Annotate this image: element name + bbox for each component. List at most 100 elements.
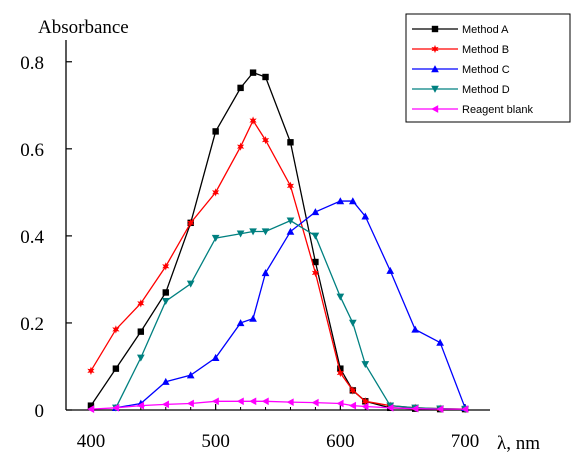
- data-point: [136, 354, 145, 362]
- data-point: [436, 405, 444, 413]
- data-point: [212, 128, 219, 135]
- legend: Method A Method B Method C Method D Reagent …: [405, 13, 571, 123]
- data-point: [162, 262, 170, 271]
- data-point: [237, 84, 244, 92]
- data-point: [212, 188, 220, 197]
- y-tick-label: 0.6: [20, 140, 44, 161]
- x-tick-label: 700: [451, 431, 480, 452]
- data-point: [348, 319, 357, 327]
- legend-label: Reagent blank: [462, 104, 533, 116]
- data-point: [249, 314, 257, 322]
- data-point: [361, 402, 369, 411]
- legend-marker: [431, 44, 439, 54]
- data-point: [286, 217, 295, 225]
- data-point: [286, 398, 294, 407]
- x-axis-label: λ, nm: [497, 433, 540, 452]
- data-point: [236, 397, 244, 406]
- data-point: [436, 338, 444, 346]
- legend-marker: [431, 65, 439, 73]
- data-point: [112, 365, 120, 372]
- data-point: [361, 361, 370, 369]
- data-point: [336, 368, 344, 378]
- data-point: [386, 266, 395, 274]
- data-point: [349, 386, 357, 395]
- data-point: [287, 139, 294, 146]
- legend-label: Method D: [462, 84, 510, 96]
- series-layer: [87, 69, 469, 414]
- data-point: [411, 404, 419, 413]
- data-point: [336, 293, 345, 301]
- y-tick-label: 0: [35, 401, 45, 422]
- data-point: [236, 230, 245, 238]
- data-point: [336, 399, 344, 408]
- data-point: [211, 353, 220, 361]
- legend-item: Method A: [412, 24, 509, 36]
- data-point: [337, 365, 344, 372]
- data-point: [249, 116, 257, 125]
- legend-marker: [431, 85, 439, 93]
- series-line: [90, 400, 466, 410]
- legend-item: Method B: [412, 44, 509, 56]
- data-point: [162, 289, 169, 296]
- data-point: [87, 366, 95, 375]
- data-point: [161, 297, 170, 306]
- data-point: [261, 228, 270, 236]
- y-tick-label: 0.2: [20, 314, 44, 335]
- data-point: [136, 401, 145, 410]
- y-axis-label: Absorbance: [38, 17, 129, 38]
- data-point: [87, 402, 95, 409]
- data-point: [249, 228, 257, 236]
- data-point: [262, 73, 269, 81]
- data-point: [312, 258, 319, 266]
- data-point: [386, 403, 394, 412]
- data-point: [311, 232, 320, 240]
- data-point: [311, 398, 319, 407]
- data-point: [186, 371, 195, 379]
- data-point: [161, 377, 170, 385]
- data-point: [236, 319, 245, 327]
- data-point: [211, 234, 220, 242]
- data-point: [249, 69, 257, 76]
- data-point: [261, 135, 270, 145]
- series-line: [90, 71, 466, 410]
- legend-marker: [431, 25, 439, 33]
- data-point: [311, 268, 320, 278]
- y-tick-label: 0.4: [20, 227, 44, 248]
- data-point: [261, 397, 269, 406]
- legend-marker: [431, 105, 439, 113]
- data-point: [137, 299, 145, 308]
- data-point: [161, 400, 169, 409]
- data-point: [186, 280, 195, 288]
- x-tick-label: 400: [77, 431, 106, 452]
- data-point: [137, 328, 145, 335]
- data-point: [286, 181, 295, 190]
- data-point: [112, 403, 120, 412]
- data-point: [187, 218, 195, 227]
- data-point: [361, 397, 369, 406]
- series-reagent-blank: [87, 397, 469, 413]
- legend-label: Method B: [462, 44, 509, 56]
- data-point: [348, 197, 357, 205]
- data-point: [211, 397, 219, 406]
- data-point: [261, 269, 270, 277]
- legend-label: Method A: [462, 24, 509, 36]
- x-tick-label: 500: [201, 431, 230, 452]
- legend-item: Method D: [412, 84, 510, 96]
- data-point: [112, 325, 120, 334]
- data-point: [361, 212, 370, 220]
- legend-label: Method C: [462, 64, 510, 76]
- series-method-b: [87, 116, 469, 414]
- data-point: [311, 208, 320, 216]
- data-point: [249, 397, 257, 406]
- legend-item: Method C: [412, 64, 510, 76]
- x-tick-label: 600: [326, 431, 355, 452]
- series-method-d: [112, 217, 469, 413]
- series-line: [90, 119, 466, 410]
- data-point: [348, 401, 357, 410]
- data-point: [236, 142, 245, 151]
- data-point: [336, 197, 345, 205]
- data-point: [87, 405, 95, 413]
- legend-item: Reagent blank: [412, 104, 533, 116]
